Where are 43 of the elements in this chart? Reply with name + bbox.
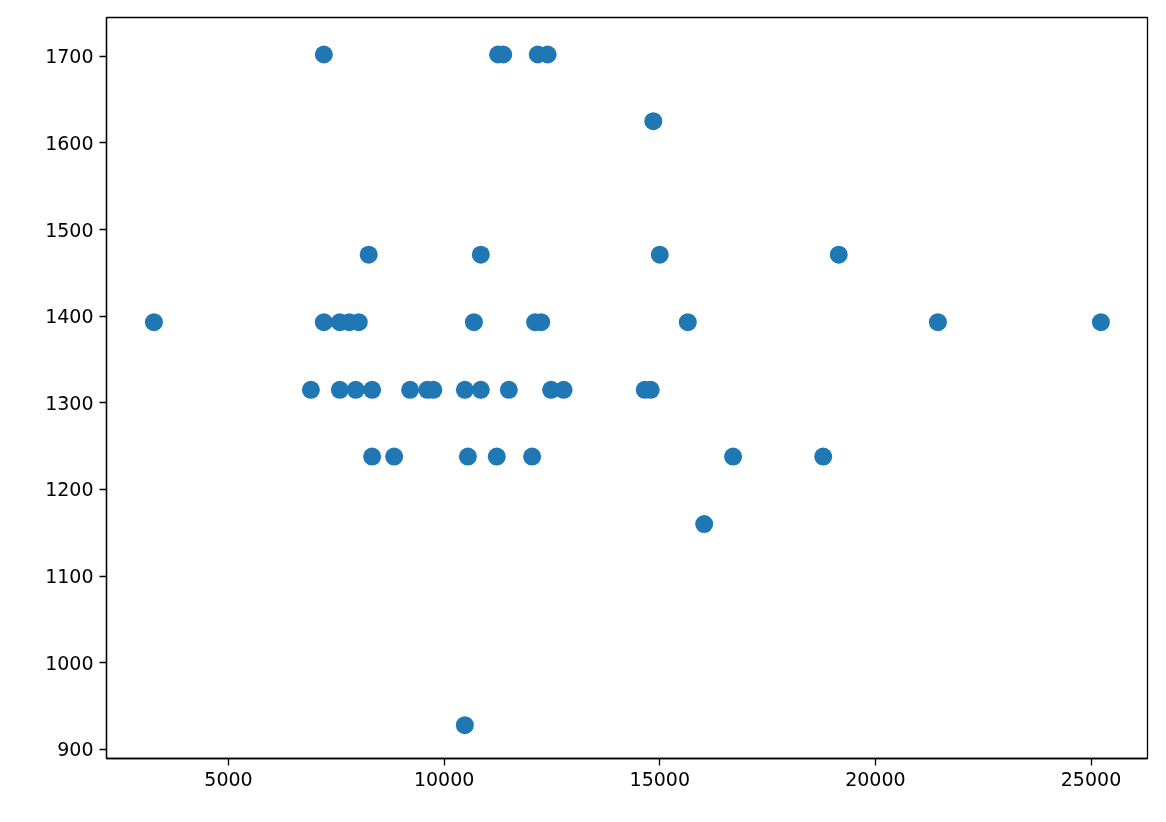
- point: [458, 447, 477, 466]
- point: [644, 112, 663, 131]
- x-tick-label: 20000: [845, 767, 906, 790]
- point: [724, 447, 743, 466]
- y-tick-label: 1000: [45, 651, 94, 674]
- y-tick-label: 1700: [45, 45, 94, 68]
- point: [1091, 313, 1110, 332]
- point: [455, 716, 474, 735]
- y-tick-label: 1300: [45, 391, 94, 414]
- point: [695, 515, 714, 534]
- point: [314, 313, 333, 332]
- x-tick-label: 15000: [629, 767, 691, 790]
- point: [523, 447, 542, 466]
- y-tick-label: 900: [57, 738, 94, 761]
- point: [487, 447, 506, 466]
- point: [385, 447, 404, 466]
- point: [471, 380, 490, 399]
- point: [814, 447, 833, 466]
- point: [499, 380, 518, 399]
- y-tick-label: 1500: [45, 218, 94, 241]
- point: [928, 313, 947, 332]
- point: [829, 245, 848, 264]
- y-tick-label: 1400: [45, 305, 94, 328]
- point: [359, 245, 378, 264]
- y-tick-label: 1100: [45, 565, 94, 588]
- point: [363, 380, 382, 399]
- point: [678, 313, 697, 332]
- point: [144, 313, 163, 332]
- point: [346, 380, 365, 399]
- x-tick-label: 10000: [413, 767, 475, 790]
- y-tick-label: 1200: [45, 478, 94, 501]
- y-tick-label: 1600: [45, 131, 94, 154]
- x-tick-label: 25000: [1060, 767, 1122, 790]
- point: [314, 45, 333, 64]
- x-tick-label: 5000: [204, 767, 253, 790]
- point: [401, 380, 420, 399]
- point: [650, 245, 669, 264]
- point: [330, 380, 349, 399]
- point: [301, 380, 320, 399]
- point: [464, 313, 483, 332]
- point: [455, 380, 474, 399]
- point: [471, 245, 490, 264]
- point: [363, 447, 382, 466]
